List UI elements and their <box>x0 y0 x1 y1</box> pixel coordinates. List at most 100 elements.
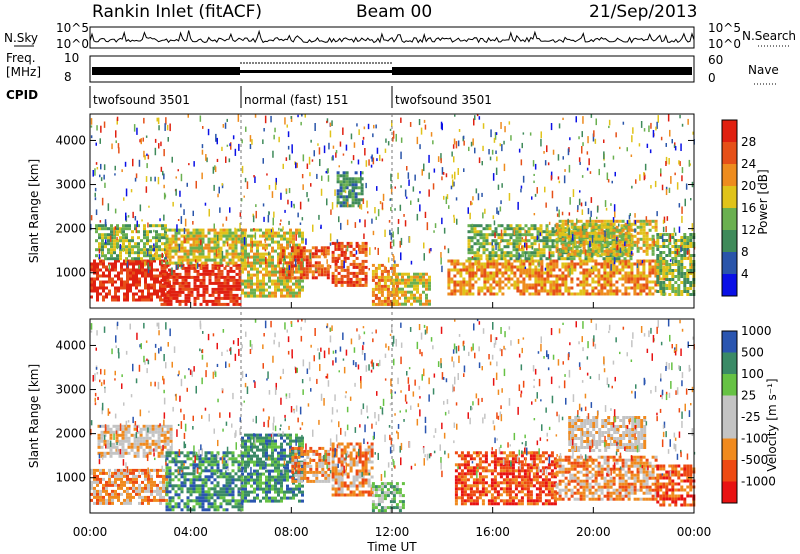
heatmap-cell <box>132 471 135 475</box>
heatmap-cell <box>636 268 640 272</box>
heatmap-cell <box>256 276 259 280</box>
heatmap-cell <box>198 246 202 250</box>
heatmap-cell <box>259 270 262 274</box>
heatmap-cell <box>477 261 479 265</box>
heatmap-cell <box>654 265 658 269</box>
heatmap-cell <box>123 489 126 493</box>
heatmap-cell <box>124 439 128 443</box>
heatmap-cell <box>298 294 301 298</box>
heatmap-cell <box>177 237 181 241</box>
colorbar-swatch <box>722 274 737 296</box>
heatmap-cell <box>108 483 111 487</box>
heatmap-cell <box>606 225 610 229</box>
heatmap-cell <box>251 139 253 145</box>
heatmap-cell <box>211 293 215 297</box>
heatmap-cell <box>528 271 532 275</box>
heatmap-cell <box>677 239 681 242</box>
heatmap-cell <box>201 228 205 232</box>
heatmap-cell <box>159 495 162 499</box>
heatmap-cell <box>135 271 138 275</box>
heatmap-cell <box>474 147 476 154</box>
heatmap-cell <box>155 233 158 237</box>
heatmap-cell <box>102 501 105 505</box>
heatmap-cell <box>516 280 520 284</box>
heatmap-cell <box>121 427 125 431</box>
heatmap-cell <box>416 296 419 300</box>
heatmap-cell <box>433 230 435 233</box>
heatmap-cell <box>489 277 493 281</box>
heatmap-cell <box>225 261 229 265</box>
heatmap-cell <box>498 271 502 275</box>
heatmap-cell <box>476 242 480 246</box>
heatmap-cell <box>516 283 520 287</box>
heatmap-cell <box>154 439 158 443</box>
heatmap-cell <box>228 261 232 265</box>
heatmap-cell <box>453 181 455 187</box>
heatmap-cell <box>174 463 178 467</box>
heatmap-cell <box>624 265 628 269</box>
heatmap-cell <box>665 161 667 166</box>
heatmap-cell <box>570 280 574 284</box>
heatmap-cell <box>639 246 643 250</box>
heatmap-cell <box>135 486 138 490</box>
heatmap-cell <box>238 266 242 270</box>
heatmap-cell <box>677 293 681 296</box>
heatmap-cell <box>235 237 237 245</box>
heatmap-cell <box>229 284 233 288</box>
heatmap-cell <box>96 265 99 269</box>
heatmap-cell <box>228 252 232 256</box>
heatmap-cell <box>265 270 268 274</box>
heatmap-cell <box>282 226 284 231</box>
heatmap-cell <box>374 296 378 300</box>
heatmap-cell <box>534 289 538 293</box>
heatmap-cell <box>180 173 183 182</box>
heatmap-cell <box>165 477 168 481</box>
heatmap-cell <box>619 247 622 254</box>
heatmap-cell <box>351 180 355 184</box>
heatmap-cell <box>96 492 99 496</box>
heatmap-cell <box>207 128 210 136</box>
heatmap-cell <box>171 484 175 488</box>
heatmap-cell <box>594 219 598 223</box>
heatmap-cell <box>453 156 455 163</box>
heatmap-cell <box>98 245 101 249</box>
heatmap-cell <box>482 233 486 237</box>
heatmap-cell <box>371 278 375 282</box>
heatmap-cell <box>447 286 451 290</box>
colorbar-tick-label: 8 <box>741 245 749 259</box>
heatmap-cell <box>268 228 271 232</box>
heatmap-cell <box>96 501 99 505</box>
heatmap-cell <box>594 222 598 226</box>
heatmap-cell <box>216 255 220 259</box>
heatmap-cell <box>184 296 188 300</box>
heatmap-cell <box>100 424 104 428</box>
heatmap-cell <box>178 275 182 279</box>
heatmap-cell <box>133 433 137 437</box>
heatmap-cell <box>518 254 522 258</box>
heatmap-cell <box>110 227 113 231</box>
heatmap-cell <box>654 280 658 284</box>
heatmap-cell <box>543 151 545 154</box>
heatmap-cell <box>144 286 147 290</box>
heatmap-cell <box>645 222 649 226</box>
heatmap-cell <box>521 237 524 240</box>
heatmap-cell <box>683 251 687 254</box>
heatmap-cell <box>171 156 173 163</box>
heatmap-cell <box>665 263 669 266</box>
heatmap-cell <box>605 248 609 252</box>
heatmap-cell <box>503 257 507 261</box>
heatmap-cell <box>247 252 250 256</box>
heatmap-cell <box>440 158 442 164</box>
heatmap-cell <box>626 239 630 243</box>
heatmap-cell <box>447 259 451 263</box>
heatmap-cell <box>480 274 484 278</box>
heatmap-cell <box>252 215 255 223</box>
heatmap-cell <box>609 271 613 275</box>
heatmap-cell <box>277 258 280 262</box>
heatmap-cell <box>567 271 571 275</box>
heatmap-cell <box>126 286 129 290</box>
heatmap-cell <box>491 233 495 237</box>
heatmap-cell <box>575 245 579 249</box>
heatmap-cell <box>298 288 301 292</box>
heatmap-cell <box>235 284 239 288</box>
